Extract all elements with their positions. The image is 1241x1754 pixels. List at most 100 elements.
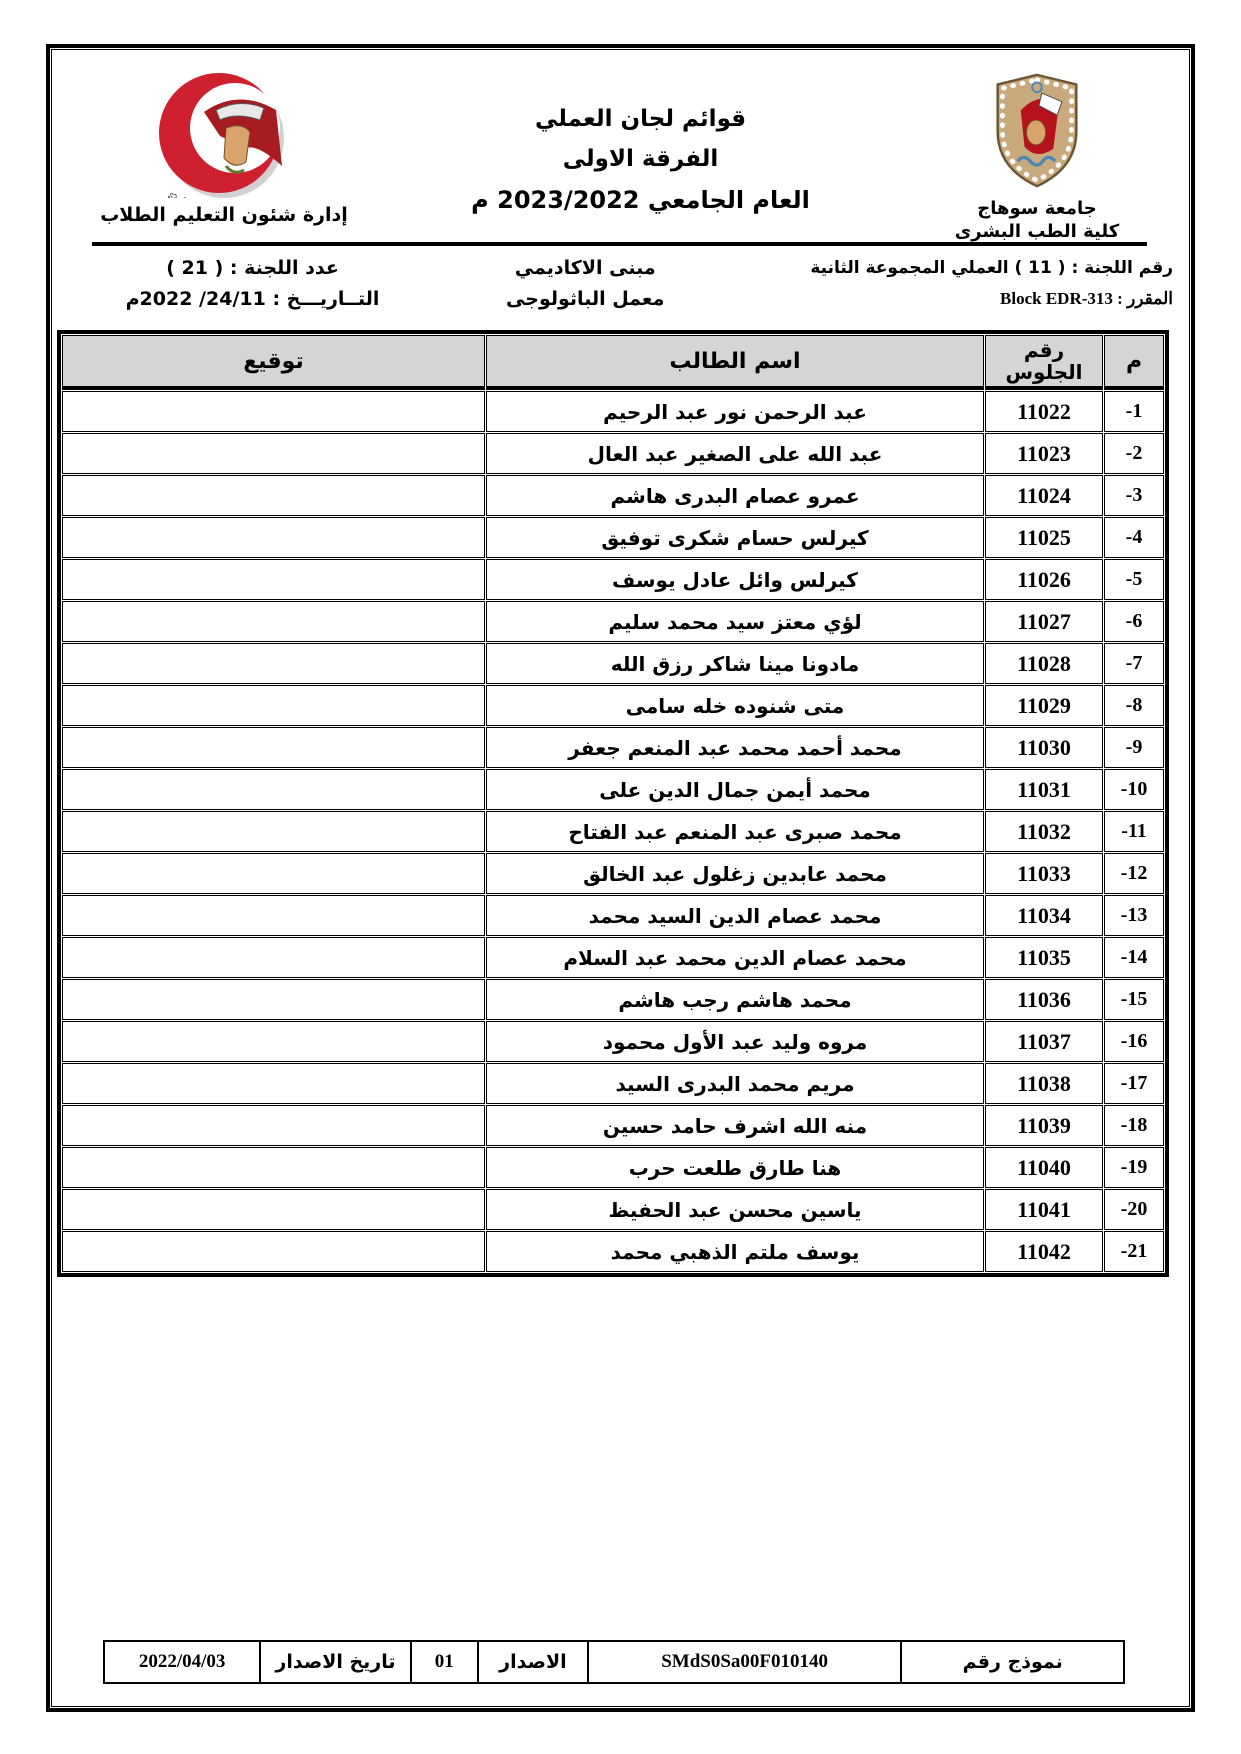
header-student-name: اسم الطالب [486,335,984,390]
student-name-cell: محمد عابدين زغلول عبد الخالق [486,853,984,894]
student-signature-cell [62,1231,485,1272]
student-index-cell: 13- [1104,895,1164,936]
student-row: 17- 11038 مريم محمد البدرى السيد [62,1063,1164,1104]
student-name-cell: متى شنوده خله سامى [486,685,984,726]
student-signature-cell [62,979,485,1020]
exam-date: التــاريـــخ : 24/11/ 2022م [125,287,380,310]
university-name: جامعة سوهاج [977,198,1097,219]
student-index-cell: 17- [1104,1063,1164,1104]
student-row: 1- 11022 عبد الرحمن نور عبد الرحيم [62,391,1164,432]
student-signature-cell [62,727,485,768]
student-signature-cell [62,853,485,894]
admin-caption: إدارة شئون التعليم الطلاب [100,204,348,226]
student-signature-cell [62,1147,485,1188]
students-table-header-row: م رقم الجلوس اسم الطالب توقيع [62,335,1164,390]
student-row: 10- 11031 محمد أيمن جمال الدين على [62,769,1164,810]
student-name-cell: عمرو عصام البدرى هاشم [486,475,984,516]
student-seat-cell: 11027 [985,601,1103,642]
issue-value: 01 [409,1640,479,1684]
building-name: مبنى الاكاديمي [514,256,656,279]
student-row: 13- 11034 محمد عصام الدين السيد محمد [62,895,1164,936]
student-index-cell: 14- [1104,937,1164,978]
header-signature: توقيع [62,335,485,390]
student-name-cell: كيرلس حسام شكرى توفيق [486,517,984,558]
student-index-cell: 8- [1104,685,1164,726]
student-signature-cell [62,811,485,852]
student-name-cell: هنا طارق طلعت حرب [486,1147,984,1188]
student-row: 21- 11042 يوسف ملتم الذهبي محمد [62,1231,1164,1272]
student-seat-cell: 11030 [985,727,1103,768]
footer-form-bar: نموذج رقم SMdS0Sa00F010140 الاصدار 01 تا… [102,1640,1125,1684]
student-row: 8- 11029 متى شنوده خله سامى [62,685,1164,726]
student-name-cell: محمد أحمد محمد عبد المنعم جعفر [486,727,984,768]
student-index-cell: 20- [1104,1189,1164,1230]
committee-info-row-2: المقرر : Block EDR-313 معمل الباثولوجى ا… [64,283,1177,314]
student-seat-cell: 11035 [985,937,1103,978]
course-code: المقرر : Block EDR-313 [1000,288,1173,308]
student-seat-cell: 11042 [985,1231,1103,1272]
student-name-cell: محمد عصام الدين السيد محمد [486,895,984,936]
student-signature-cell [62,391,485,432]
svg-text:جامعة سوهاج: جامعة سوهاج [108,70,151,150]
student-seat-cell: 11033 [985,853,1103,894]
student-seat-cell: 11024 [985,475,1103,516]
student-name-cell: مروه وليد عبد الأول محمود [486,1021,984,1062]
header-divider-rule [92,242,1147,246]
form-number-label: نموذج رقم [900,1640,1125,1684]
student-row: 14- 11035 محمد عصام الدين محمد عبد السلا… [62,937,1164,978]
student-name-cell: محمد صبرى عبد المنعم عبد الفتاح [486,811,984,852]
student-signature-cell [62,1189,485,1230]
issue-date-value: 2022/04/03 [102,1640,262,1684]
university-logo-block: جامعة سوهاج كلية الطب البشرى [887,58,1187,243]
student-index-cell: 6- [1104,601,1164,642]
student-index-cell: 12- [1104,853,1164,894]
form-code-value: SMdS0Sa00F010140 [586,1640,903,1684]
student-name-cell: يوسف ملتم الذهبي محمد [486,1231,984,1272]
student-row: 19- 11040 هنا طارق طلعت حرب [62,1147,1164,1188]
page-border-frame: جامعة سوهاج كلية الطب البشرى قوائم لجان … [46,44,1195,1712]
student-seat-cell: 11028 [985,643,1103,684]
student-name-cell: محمد هاشم رجب هاشم [486,979,984,1020]
student-index-cell: 15- [1104,979,1164,1020]
student-signature-cell [62,1021,485,1062]
student-seat-cell: 11022 [985,391,1103,432]
student-name-cell: مادونا مينا شاكر رزق الله [486,643,984,684]
committee-info-row-1: رقم اللجنة : ( 11 ) العملي المجموعة الثا… [64,252,1177,283]
committee-count: عدد اللجنة : ( 21 ) [166,256,339,279]
student-name-cell: لؤي معتز سيد محمد سليم [486,601,984,642]
student-row: 4- 11025 كيرلس حسام شكرى توفيق [62,517,1164,558]
student-name-cell: محمد أيمن جمال الدين على [486,769,984,810]
issue-date-label: تاريخ الاصدار [259,1640,412,1684]
student-seat-cell: 11036 [985,979,1103,1020]
student-seat-cell: 11026 [985,559,1103,600]
student-signature-cell [62,517,485,558]
issue-label: الاصدار [476,1640,589,1684]
student-name-cell: محمد عصام الدين محمد عبد السلام [486,937,984,978]
student-row: 15- 11036 محمد هاشم رجب هاشم [62,979,1164,1020]
student-row: 3- 11024 عمرو عصام البدرى هاشم [62,475,1164,516]
student-row: 7- 11028 مادونا مينا شاكر رزق الله [62,643,1164,684]
student-signature-cell [62,601,485,642]
student-seat-cell: 11031 [985,769,1103,810]
title-line-1: قوائم لجان العملي [534,106,747,132]
student-seat-cell: 11023 [985,433,1103,474]
committee-info: رقم اللجنة : ( 11 ) العملي المجموعة الثا… [64,252,1177,314]
student-signature-cell [62,895,485,936]
student-index-cell: 10- [1104,769,1164,810]
student-row: 16- 11037 مروه وليد عبد الأول محمود [62,1021,1164,1062]
student-row: 6- 11027 لؤي معتز سيد محمد سليم [62,601,1164,642]
committee-number: رقم اللجنة : ( 11 ) العملي المجموعة الثا… [810,257,1173,278]
student-row: 18- 11039 منه الله اشرف حامد حسين [62,1105,1164,1146]
students-table-wrap: م رقم الجلوس اسم الطالب توقيع 1- 11022 ع… [57,330,1169,1277]
student-row: 20- 11041 ياسين محسن عبد الحفيظ [62,1189,1164,1230]
student-index-cell: 19- [1104,1147,1164,1188]
document-title-block: قوائم لجان العملي الفرقة الاولى العام ال… [394,58,887,243]
crescent-text-top: جامعة سوهاج [99,55,152,150]
student-seat-cell: 11039 [985,1105,1103,1146]
lab-name: معمل الباثولوجى [506,287,665,310]
student-row: 2- 11023 عبد الله على الصغير عبد العال [62,433,1164,474]
student-signature-cell [62,1063,485,1104]
student-row: 12- 11033 محمد عابدين زغلول عبد الخالق [62,853,1164,894]
student-seat-cell: 11034 [985,895,1103,936]
footer-row: نموذج رقم SMdS0Sa00F010140 الاصدار 01 تا… [102,1640,1125,1684]
